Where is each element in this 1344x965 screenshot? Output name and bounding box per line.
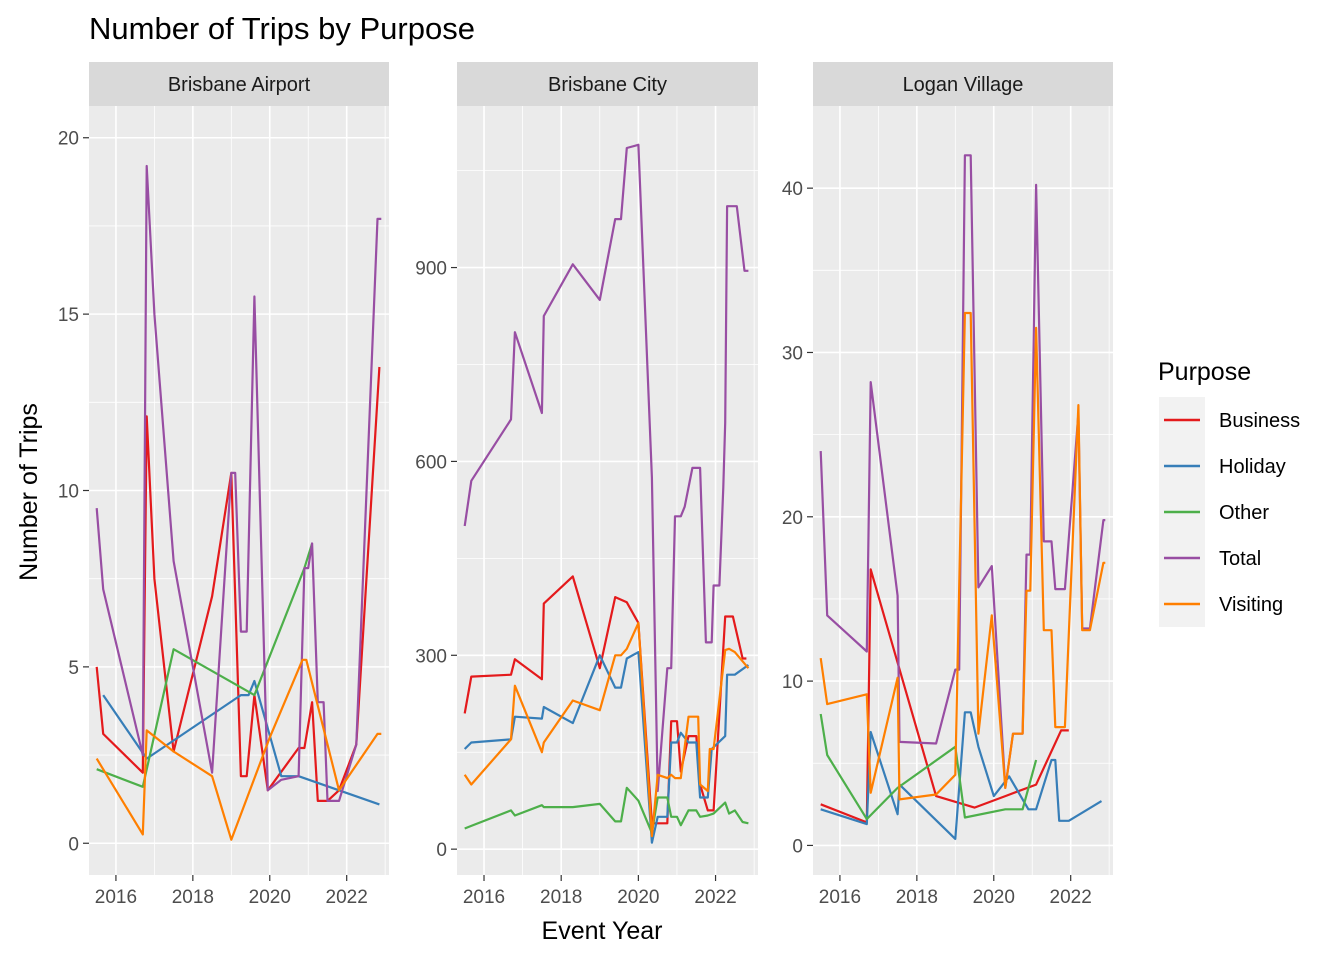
series-line-holiday	[463, 651, 750, 844]
panel-3: Logan Village 0 10 20 30 40 2016 2018 2020 2022	[782, 62, 1113, 908]
y-tick-label: 5	[68, 658, 79, 679]
series-line-total	[463, 143, 749, 793]
legend-label: Total	[1219, 548, 1261, 570]
y-tick-label: 900	[415, 259, 447, 280]
legend-label: Other	[1219, 502, 1269, 524]
y-tick-label: 0	[792, 836, 803, 857]
x-tick-label: 2020	[617, 887, 659, 908]
legend-item-holiday: Holiday	[1159, 443, 1286, 489]
x-tick-label: 2018	[172, 887, 214, 908]
legend-label: Business	[1219, 410, 1300, 432]
x-axis-title: Event Year	[542, 917, 663, 945]
panel-strip-label: Brisbane Airport	[168, 74, 311, 96]
panel-strip	[457, 62, 758, 106]
x-tick-label: 2022	[326, 887, 368, 908]
y-tick-label: 20	[58, 129, 79, 150]
series-line-business	[463, 575, 747, 825]
legend-item-other: Other	[1159, 489, 1269, 535]
y-tick-label: 0	[68, 834, 79, 855]
panel-background	[813, 106, 1113, 875]
chart-panels: Brisbane Airport 0 5 10 15 20 2016 2018 2020 2022…	[58, 62, 1113, 908]
series-line-visiting	[463, 621, 750, 838]
y-tick-label: 600	[415, 452, 447, 473]
x-tick-label: 2016	[95, 887, 137, 908]
panel-2: Brisbane City 0 300 600 900 2016 2018 2020 2022	[415, 62, 758, 908]
x-tick-label: 2018	[540, 887, 582, 908]
panel-strip-label: Brisbane City	[548, 74, 667, 96]
series-line-other	[96, 543, 314, 788]
y-tick-label: 40	[782, 179, 803, 200]
legend-items: Business Holiday Other Total Visiting	[1159, 397, 1300, 627]
x-tick-label: 2022	[694, 887, 736, 908]
panel-strip-label: Logan Village	[903, 74, 1024, 96]
series-line-visiting	[95, 658, 382, 841]
legend-label: Visiting	[1219, 594, 1283, 616]
legend-item-total: Total	[1159, 535, 1261, 581]
x-tick-label: 2020	[973, 887, 1015, 908]
legend-label: Holiday	[1219, 456, 1286, 478]
x-tick-label: 2020	[249, 887, 291, 908]
y-tick-label: 300	[415, 646, 447, 667]
series-line-holiday	[820, 711, 1103, 840]
x-tick-label: 2016	[819, 887, 861, 908]
x-tick-label: 2016	[463, 887, 505, 908]
chart-title: Number of Trips by Purpose	[89, 11, 475, 46]
x-tick-label: 2018	[896, 887, 938, 908]
y-tick-label: 30	[782, 343, 803, 364]
series-line-other	[464, 786, 749, 835]
series-line-total	[95, 164, 382, 802]
x-tick-label: 2022	[1050, 887, 1092, 908]
series-line-visiting	[819, 311, 1106, 801]
legend-item-business: Business	[1159, 397, 1300, 443]
y-tick-label: 20	[782, 508, 803, 529]
panel-strip	[813, 62, 1113, 106]
y-tick-label: 10	[58, 482, 79, 503]
panel-background	[457, 106, 758, 875]
y-tick-label: 0	[436, 840, 447, 861]
legend: Purpose Business Holiday Other Total Visitin…	[1158, 358, 1300, 627]
panel-1: Brisbane Airport 0 5 10 15 20 2016 2018 2020 2022	[58, 62, 389, 908]
panel-strip	[89, 62, 389, 106]
series-line-business	[95, 366, 381, 802]
y-tick-label: 15	[58, 305, 79, 326]
y-tick-label: 10	[782, 672, 803, 693]
legend-item-visiting: Visiting	[1159, 581, 1283, 627]
y-axis-title: Number of Trips	[15, 403, 43, 581]
legend-title: Purpose	[1158, 358, 1251, 386]
